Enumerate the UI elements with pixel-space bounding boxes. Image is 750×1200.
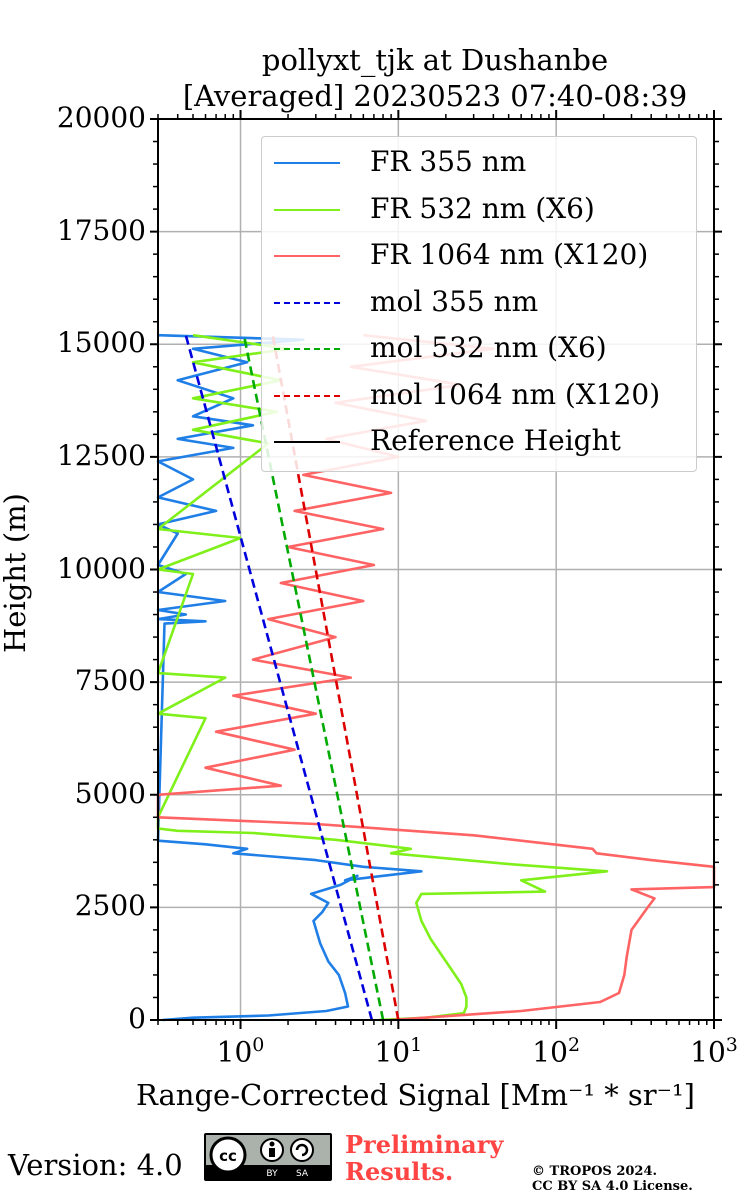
y-tick-label: 20000	[56, 101, 146, 134]
cc-by-sa-badge: cc by sa	[204, 1133, 332, 1181]
axis-ticks	[150, 110, 722, 1029]
legend-swatch	[274, 208, 340, 211]
legend-label: mol 1064 nm (X120)	[370, 377, 661, 411]
y-tick-label: 15000	[56, 326, 146, 360]
legend-item: FR 355 nm	[272, 143, 692, 183]
version-label: Version: 4.0	[8, 1148, 183, 1182]
legend-swatch	[274, 441, 340, 443]
x-tick-label: 102	[532, 1034, 581, 1069]
legend-label: mol 355 nm	[370, 284, 539, 318]
svg-text:sa: sa	[296, 1169, 309, 1179]
series-line-0	[156, 333, 423, 1022]
copyright-line2: CC BY SA 4.0 License.	[532, 1179, 693, 1194]
y-tick-label: 17500	[56, 213, 146, 247]
legend-label: mol 532 nm (X6)	[370, 331, 607, 364]
legend: FR 355 nm FR 532 nm (X6) FR 1064 nm (X120)…	[261, 136, 697, 472]
svg-text:cc: cc	[219, 1147, 237, 1165]
cc-license-icon: cc by sa	[206, 1136, 330, 1179]
legend-swatch	[274, 394, 340, 397]
x-tick-label: 100	[216, 1034, 265, 1069]
legend-item: mol 532 nm (X6)	[272, 329, 692, 369]
legend-item: FR 532 nm (X6)	[272, 190, 692, 230]
legend-swatch	[274, 162, 340, 164]
y-tick-label: 2500	[74, 889, 146, 923]
legend-swatch	[274, 301, 340, 304]
legend-label: FR 1064 nm (X120)	[370, 238, 649, 271]
legend-item: mol 355 nm	[272, 283, 692, 323]
copyright-line1: © TROPOS 2024.	[532, 1164, 658, 1179]
legend-label: FR 532 nm (X6)	[370, 191, 595, 225]
y-tick-label: 7500	[74, 664, 146, 698]
x-axis-label: Range-Corrected Signal [Mm⁻¹ * sr⁻¹]	[136, 1078, 695, 1112]
preliminary-results-note: Preliminary Results.	[345, 1131, 503, 1185]
series-line-3	[184, 334, 374, 1021]
legend-item: FR 1064 nm (X120)	[272, 236, 692, 276]
svg-text:by: by	[266, 1169, 278, 1179]
legend-swatch	[274, 348, 340, 350]
legend-label: Reference Height	[370, 424, 621, 457]
legend-item: mol 1064 nm (X120)	[272, 376, 692, 416]
copyright-note: © TROPOS 2024. CC BY SA 4.0 License.	[532, 1164, 693, 1194]
preliminary-line2: Results.	[345, 1157, 454, 1186]
preliminary-line1: Preliminary	[345, 1130, 504, 1159]
chart-title-line1: pollyxt_tjk at Dushanbe	[261, 43, 609, 77]
y-tick-label: 0	[128, 1002, 146, 1035]
y-tick-label: 12500	[56, 438, 146, 472]
y-tick-label: 5000	[74, 776, 146, 810]
chart-title-line2: [Averaged] 20230523 07:40-08:39	[182, 79, 688, 113]
series-line-1	[156, 333, 609, 1022]
legend-label: FR 355 nm	[370, 145, 527, 178]
legend-swatch	[274, 255, 340, 257]
legend-item: Reference Height	[272, 422, 692, 462]
y-tick-label: 10000	[56, 551, 146, 585]
x-tick-label: 101	[374, 1034, 423, 1069]
x-tick-label: 103	[690, 1034, 738, 1069]
